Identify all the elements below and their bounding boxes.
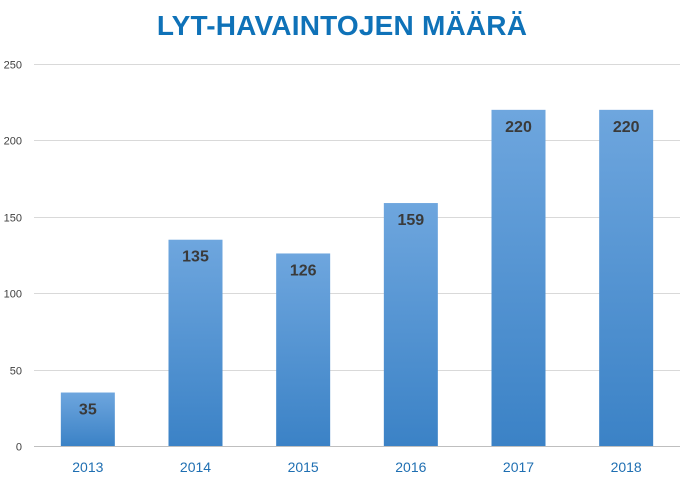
- data-label-2013: 35: [79, 402, 97, 419]
- y-tick-label: 250: [4, 60, 22, 72]
- x-axis: 2013 2014 2015 2016 2017 2018: [72, 459, 642, 475]
- y-tick-label: 200: [4, 136, 22, 148]
- x-tick-label-2015: 2015: [288, 459, 319, 475]
- x-tick-label-2016: 2016: [395, 459, 426, 475]
- y-tick-label: 100: [4, 289, 22, 301]
- data-label-2016: 159: [397, 212, 424, 229]
- x-tick-label-2013: 2013: [72, 459, 103, 475]
- chart-title: LYT-HAVAINTOJEN MÄÄRÄ: [156, 10, 528, 41]
- bar-2014: [168, 239, 223, 446]
- bar-2018: [599, 109, 654, 446]
- data-labels: 35 135 126 159 220 220: [79, 119, 640, 419]
- y-tick-label: 0: [16, 442, 22, 454]
- data-label-2015: 126: [290, 262, 317, 279]
- bars: [60, 109, 654, 446]
- y-tick-label: 50: [10, 366, 22, 378]
- bar-2017: [491, 109, 546, 446]
- x-tick-label-2018: 2018: [611, 459, 642, 475]
- grid: [34, 64, 680, 447]
- x-tick-label-2017: 2017: [503, 459, 534, 475]
- x-tick-label-2014: 2014: [180, 459, 211, 475]
- data-label-2014: 135: [182, 249, 209, 266]
- data-label-2017: 220: [505, 119, 532, 136]
- bar-2013: [60, 392, 115, 446]
- y-tick-label: 150: [4, 213, 22, 225]
- bar-2015: [276, 253, 331, 446]
- y-axis: 0 50 100 150 200 250: [4, 60, 22, 454]
- data-label-2018: 220: [613, 119, 640, 136]
- bar-2016: [383, 203, 438, 446]
